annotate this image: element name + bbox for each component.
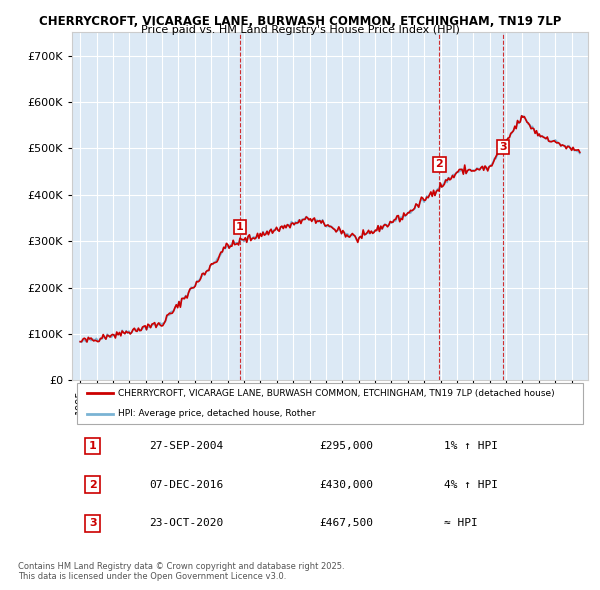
Text: 23-OCT-2020: 23-OCT-2020 bbox=[149, 519, 224, 529]
Text: 2: 2 bbox=[436, 159, 443, 169]
Text: 3: 3 bbox=[499, 142, 507, 152]
Text: 2: 2 bbox=[89, 480, 97, 490]
Text: 07-DEC-2016: 07-DEC-2016 bbox=[149, 480, 224, 490]
Text: £467,500: £467,500 bbox=[320, 519, 374, 529]
FancyBboxPatch shape bbox=[77, 383, 583, 424]
Text: 27-SEP-2004: 27-SEP-2004 bbox=[149, 441, 224, 451]
Text: Price paid vs. HM Land Registry's House Price Index (HPI): Price paid vs. HM Land Registry's House … bbox=[140, 25, 460, 35]
Text: HPI: Average price, detached house, Rother: HPI: Average price, detached house, Roth… bbox=[118, 409, 316, 418]
Text: 1% ↑ HPI: 1% ↑ HPI bbox=[443, 441, 497, 451]
Text: CHERRYCROFT, VICARAGE LANE, BURWASH COMMON, ETCHINGHAM, TN19 7LP (detached house: CHERRYCROFT, VICARAGE LANE, BURWASH COMM… bbox=[118, 389, 555, 398]
Text: £430,000: £430,000 bbox=[320, 480, 374, 490]
Text: 1: 1 bbox=[236, 222, 244, 232]
Text: Contains HM Land Registry data © Crown copyright and database right 2025.
This d: Contains HM Land Registry data © Crown c… bbox=[18, 562, 344, 581]
Text: 1: 1 bbox=[89, 441, 97, 451]
Text: ≈ HPI: ≈ HPI bbox=[443, 519, 477, 529]
Text: CHERRYCROFT, VICARAGE LANE, BURWASH COMMON, ETCHINGHAM, TN19 7LP: CHERRYCROFT, VICARAGE LANE, BURWASH COMM… bbox=[39, 15, 561, 28]
Text: £295,000: £295,000 bbox=[320, 441, 374, 451]
Text: 4% ↑ HPI: 4% ↑ HPI bbox=[443, 480, 497, 490]
Text: 3: 3 bbox=[89, 519, 97, 529]
